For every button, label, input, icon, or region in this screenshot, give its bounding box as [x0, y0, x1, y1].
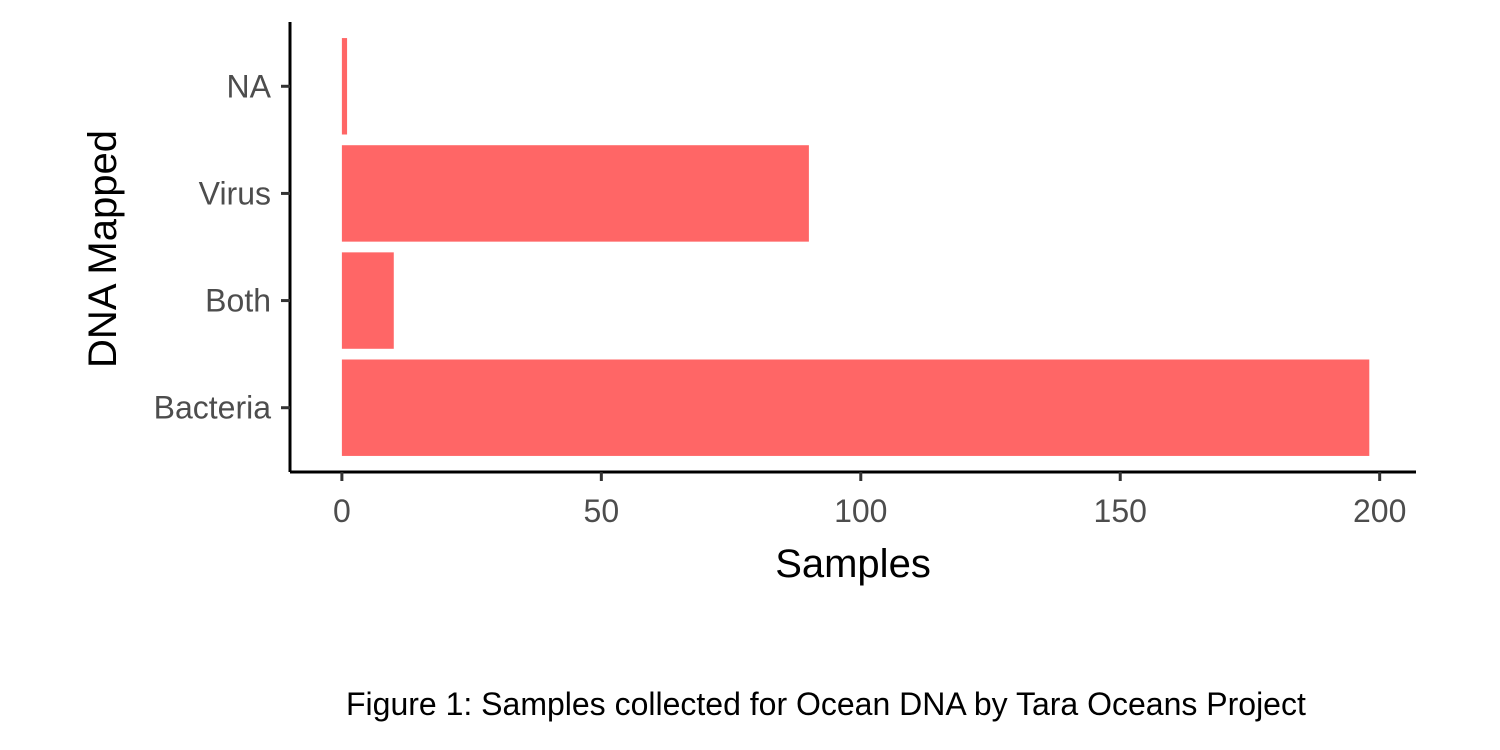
x-tick-label: 150	[1094, 493, 1147, 529]
bar-na	[341, 38, 348, 135]
y-axis: Bacteria Both Virus NA	[154, 22, 292, 472]
y-tick-label: Both	[205, 283, 271, 319]
bars-group	[341, 38, 1370, 456]
bar-bacteria	[341, 359, 1370, 456]
x-tick-label: 50	[584, 493, 620, 529]
x-tick-label: 100	[834, 493, 887, 529]
x-axis-title: Samples	[775, 542, 931, 586]
bar-virus	[341, 145, 809, 242]
bar-both	[341, 252, 394, 349]
x-axis: 0 50 100 150 200	[290, 470, 1416, 529]
y-tick-label: Virus	[199, 175, 271, 211]
x-tick-label: 200	[1353, 493, 1406, 529]
y-axis-title: DNA Mapped	[81, 130, 125, 368]
figure-caption: Figure 1: Samples collected for Ocean DN…	[346, 686, 1306, 722]
y-tick-label: Bacteria	[154, 390, 272, 426]
x-tick-label: 0	[333, 493, 351, 529]
y-tick-label: NA	[227, 68, 272, 104]
